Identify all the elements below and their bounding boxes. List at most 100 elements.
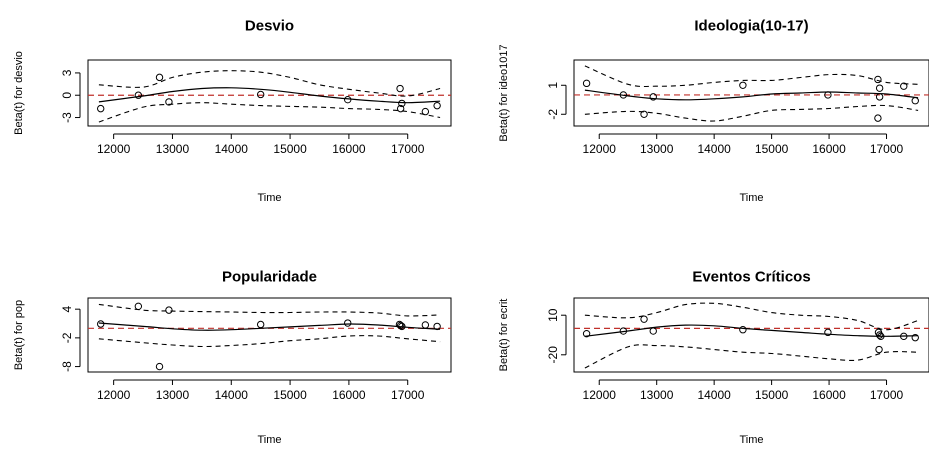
chart-title: Desvio <box>245 17 294 34</box>
x-tick-label: 17000 <box>870 388 904 402</box>
x-tick-label: 16000 <box>332 142 366 156</box>
x-tick-label: 13000 <box>156 142 190 156</box>
x-axis-label: Time <box>739 434 763 446</box>
x-tick-label: 15000 <box>273 388 307 402</box>
plot-area <box>574 302 929 369</box>
lower-confidence-band <box>98 102 441 123</box>
x-tick-label: 14000 <box>215 388 249 402</box>
x-axis-label: Time <box>257 434 281 446</box>
upper-confidence-band <box>98 303 441 317</box>
x-axis-label: Time <box>739 192 763 204</box>
residual-point <box>875 345 883 354</box>
residual-point <box>649 93 657 101</box>
residual-point <box>134 302 143 311</box>
residual-point <box>640 110 648 118</box>
plot-frame <box>573 59 929 127</box>
residual-point <box>398 322 406 331</box>
residual-point <box>97 104 105 113</box>
plot-area <box>88 70 451 123</box>
y-tick-label: -2 <box>60 332 74 343</box>
residual-point <box>877 332 885 341</box>
y-tick-label: 0 <box>60 92 74 99</box>
y-axis-label: Beta(t) for desvio <box>13 51 25 135</box>
chart-panel: Eventos Críticos 12000 13000 14000 15000 1600… <box>498 268 929 446</box>
residual-point <box>640 315 648 323</box>
residual-point <box>875 84 884 92</box>
chart-title: Eventos Críticos <box>692 268 810 285</box>
chart-panel: Ideologia(10-17) 12000 13000 14000 15000 1600… <box>498 17 929 204</box>
y-tick-label: 1 <box>546 82 560 89</box>
y-tick-label: -8 <box>60 361 74 372</box>
y-tick-label: -20 <box>546 346 560 364</box>
residual-point <box>911 333 919 342</box>
lower-confidence-band <box>98 335 441 348</box>
residual-point <box>256 320 265 329</box>
residual-point <box>582 79 591 88</box>
plot-frame <box>87 59 452 127</box>
y-tick-label: 3 <box>60 69 74 76</box>
residual-point <box>874 114 882 122</box>
upper-confidence-band <box>584 65 919 88</box>
residual-point <box>433 101 441 110</box>
residual-point <box>739 326 747 334</box>
chart-panel: Popularidade 12000 13000 14000 15000 16000 170… <box>13 268 452 446</box>
residual-point <box>875 93 884 101</box>
y-tick-label: 10 <box>546 308 560 322</box>
residual-point <box>97 320 105 328</box>
residual-point <box>398 99 406 108</box>
residual-point <box>134 91 143 99</box>
lower-confidence-band <box>584 104 919 122</box>
plot-frame <box>87 297 452 373</box>
x-tick-label: 13000 <box>640 142 674 156</box>
residual-point <box>900 82 908 90</box>
x-tick-label: 14000 <box>697 142 731 156</box>
lower-confidence-band <box>584 344 919 369</box>
chart-panel: Desvio 12000 13000 14000 15000 16000 17000 -3 0 3… <box>13 17 452 204</box>
y-axis-label: Beta(t) for ecrit <box>498 299 510 372</box>
x-tick-label: 12000 <box>97 388 131 402</box>
residual-point <box>421 107 430 116</box>
y-tick-label: 4 <box>60 306 74 313</box>
residual-point <box>396 84 404 93</box>
residual-point <box>433 322 441 331</box>
x-tick-label: 15000 <box>273 142 307 156</box>
residual-point <box>649 327 657 335</box>
residual-point <box>344 95 352 104</box>
residual-point <box>619 327 628 335</box>
upper-confidence-band <box>98 70 441 97</box>
chart-title: Popularidade <box>222 268 317 285</box>
x-tick-label: 12000 <box>583 388 617 402</box>
x-tick-label: 17000 <box>391 142 425 156</box>
residual-point <box>395 320 404 329</box>
x-tick-label: 12000 <box>583 142 617 156</box>
upper-confidence-band <box>584 302 919 331</box>
x-tick-label: 15000 <box>755 388 789 402</box>
residual-point <box>875 331 884 339</box>
residual-point <box>582 329 591 338</box>
plot-area <box>574 65 929 122</box>
plot-frame <box>573 297 929 373</box>
fitted-curve <box>584 324 919 337</box>
fitted-curve <box>98 322 441 331</box>
x-tick-label: 16000 <box>812 388 846 402</box>
x-tick-label: 17000 <box>870 142 904 156</box>
y-axis-label: Beta(t) for pop <box>13 300 25 370</box>
y-axis-label: Beta(t) for ideo1017 <box>498 44 510 141</box>
plot-area <box>88 302 451 371</box>
x-tick-label: 13000 <box>640 388 674 402</box>
residual-point <box>396 104 405 113</box>
x-tick-label: 14000 <box>215 142 249 156</box>
residual-point <box>344 319 352 327</box>
chart-title: Ideologia(10-17) <box>694 17 808 34</box>
residual-point <box>396 321 405 330</box>
residual-point <box>900 332 908 341</box>
y-tick-label: -2 <box>546 109 560 120</box>
residual-point <box>824 91 832 99</box>
residual-point <box>155 362 164 371</box>
x-tick-label: 12000 <box>97 142 131 156</box>
residual-point <box>165 306 173 314</box>
x-tick-label: 17000 <box>391 388 425 402</box>
residual-point <box>739 81 747 89</box>
residual-point <box>165 98 173 106</box>
